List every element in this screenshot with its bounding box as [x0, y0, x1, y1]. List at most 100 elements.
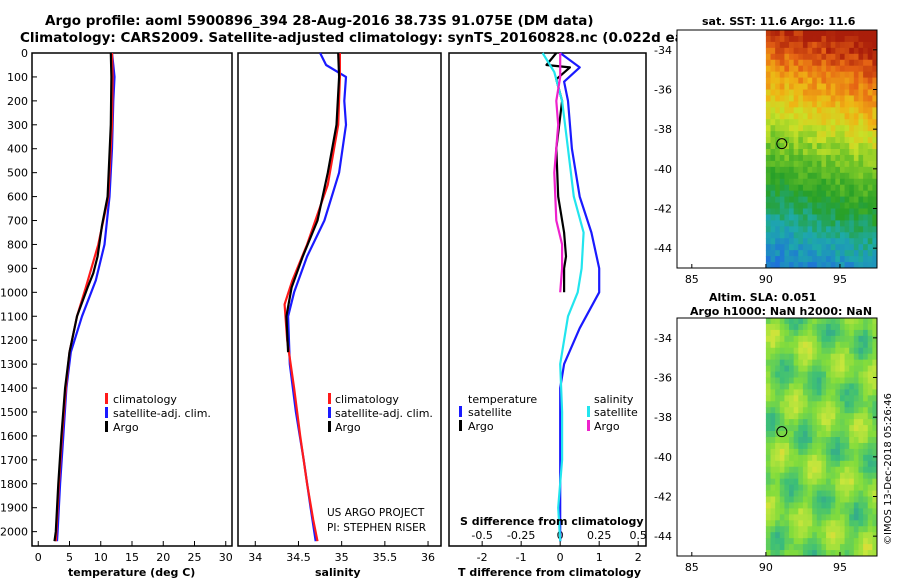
heatmap-cell	[812, 119, 818, 126]
heatmap-cell	[779, 502, 785, 509]
heatmap-cell	[793, 389, 799, 396]
credit-text: ©IMOS 13-Dec-2018 05:26:46	[883, 393, 894, 545]
heatmap-cell	[853, 478, 859, 485]
heatmap-cell	[775, 35, 781, 43]
heatmap-cell	[826, 41, 832, 49]
heatmap-cell	[802, 190, 808, 197]
heatmap-cell	[830, 166, 836, 174]
heatmap-cell	[872, 526, 878, 533]
heatmap-cell	[839, 30, 845, 37]
heatmap-cell	[765, 401, 771, 408]
heatmap-cell	[802, 466, 808, 474]
heatmap-cell	[849, 41, 855, 49]
heatmap-cell	[765, 35, 771, 43]
heatmap-cell	[839, 478, 845, 485]
heatmap-cell	[793, 454, 799, 462]
heatmap-cell	[839, 77, 845, 84]
heatmap-cell	[784, 113, 790, 120]
heatmap-cell	[765, 466, 771, 474]
heatmap-cell	[839, 466, 845, 474]
heatmap-cell	[816, 472, 822, 480]
heatmap-cell	[853, 202, 859, 209]
heatmap-cell	[779, 466, 785, 474]
heatmap-cell	[863, 365, 869, 372]
heatmap-cell	[826, 395, 832, 402]
heatmap-cell	[789, 208, 795, 215]
heatmap-cell	[858, 460, 864, 468]
heatmap-cell	[816, 232, 822, 239]
heatmap-cell	[793, 395, 799, 402]
heatmap-cell	[807, 160, 813, 168]
heatmap-cell	[849, 371, 855, 378]
heatmap-cell	[844, 220, 850, 227]
heatmap-cell	[789, 184, 795, 192]
heatmap-cell	[784, 232, 790, 239]
heatmap-cell	[835, 30, 841, 37]
heatmap-cell	[844, 454, 850, 462]
heatmap-cell	[830, 520, 836, 527]
heatmap-cell	[835, 532, 841, 539]
heatmap-cell	[858, 478, 864, 485]
heatmap-cell	[821, 389, 827, 396]
heatmap-cell	[812, 77, 818, 84]
heatmap-cell	[779, 496, 785, 503]
heatmap-cell	[770, 41, 776, 49]
series-line-satellite-adj-clim-	[55, 52, 116, 542]
heatmap-cell	[867, 196, 873, 203]
heatmap-cell	[821, 95, 827, 102]
heatmap-cell	[839, 83, 845, 90]
legend-header-temperature: temperature	[468, 393, 537, 406]
heatmap-cell	[793, 383, 799, 390]
heatmap-cell	[872, 466, 878, 474]
heatmap-cell	[872, 550, 878, 557]
heatmap-cell	[779, 448, 785, 456]
heatmap-cell	[770, 341, 776, 349]
heatmap-cell	[826, 131, 832, 138]
heatmap-cell	[839, 401, 845, 408]
heatmap-cell	[849, 30, 855, 37]
heatmap-cell	[830, 454, 836, 462]
heatmap-cell	[863, 208, 869, 215]
heatmap-cell	[807, 532, 813, 539]
heatmap-cell	[839, 520, 845, 527]
heatmap-cell	[793, 137, 799, 144]
heatmap-cell	[858, 329, 864, 337]
heatmap-cell	[816, 196, 822, 203]
heatmap-cell	[812, 484, 818, 491]
heatmap-cell	[775, 65, 781, 73]
heatmap-cell	[798, 113, 804, 120]
heatmap-cell	[835, 107, 841, 114]
heatmap-cell	[853, 532, 859, 539]
heatmap-cell	[872, 472, 878, 480]
heatmap-cell	[816, 53, 822, 61]
heatmap-cell	[863, 101, 869, 108]
heatmap-cell	[775, 262, 781, 269]
heatmap-cell	[807, 196, 813, 203]
heatmap-cell	[849, 238, 855, 245]
heatmap-cell	[849, 329, 855, 337]
map-y-tick-label: -38	[654, 123, 672, 136]
heatmap-cell	[853, 472, 859, 480]
heatmap-cell	[867, 172, 873, 180]
heatmap-cell	[816, 323, 822, 331]
heatmap-cell	[812, 532, 818, 539]
heatmap-cell	[775, 442, 781, 450]
heatmap-cell	[793, 166, 799, 174]
heatmap-cell	[821, 178, 827, 186]
map-y-tick-label: -34	[654, 332, 672, 345]
heatmap-cell	[849, 395, 855, 402]
heatmap-cell	[863, 538, 869, 545]
heatmap-cell	[812, 149, 818, 156]
heatmap-cell	[765, 220, 771, 227]
heatmap-cell	[789, 347, 795, 355]
heatmap-cell	[779, 113, 785, 120]
heatmap-cell	[779, 178, 785, 186]
heatmap-cell	[784, 89, 790, 96]
heatmap-cell	[798, 143, 804, 150]
heatmap-cell	[770, 359, 776, 366]
heatmap-cell	[770, 496, 776, 503]
heatmap-cell	[793, 53, 799, 61]
heatmap-cell	[802, 484, 808, 491]
heatmap-cell	[775, 532, 781, 539]
heatmap-cell	[826, 466, 832, 474]
